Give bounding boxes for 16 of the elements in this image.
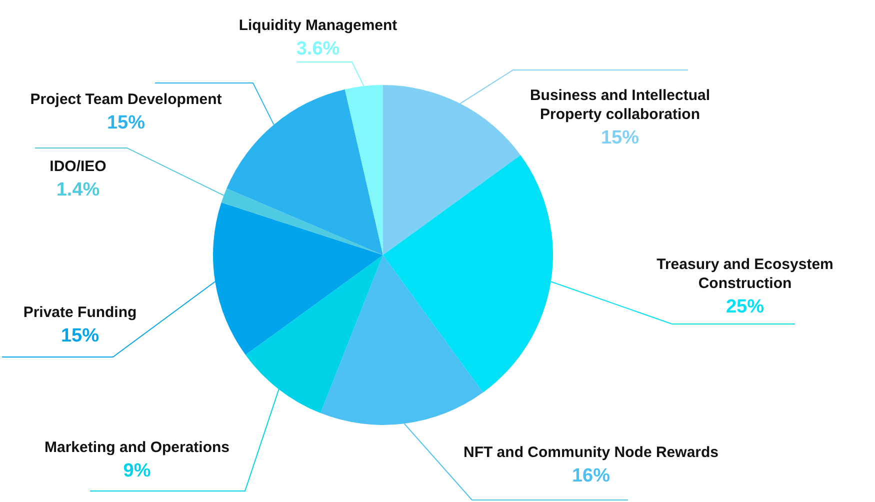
data-label: 16%: [572, 466, 610, 486]
slice-label: IDO/IEO: [50, 158, 107, 175]
data-label: 3.6%: [296, 38, 340, 60]
data-label: 9%: [123, 460, 151, 482]
data-label: 15%: [106, 112, 146, 134]
slice-label: Business and Intellectual Property collaboration: [530, 87, 710, 123]
slice-label: Liquidity Management: [238, 17, 398, 34]
data-label: 15%: [600, 128, 640, 148]
slice-label: Treasury and Ecosystem Construction: [656, 256, 834, 292]
data-label: 15%: [60, 326, 100, 346]
data-label: 25%: [726, 296, 764, 318]
slice-label: NFT and Community Node Rewards: [463, 444, 719, 461]
slice-label: Project Team Development: [30, 91, 222, 108]
data-label: 1.4%: [56, 180, 100, 200]
slice-label: Private Funding: [23, 304, 137, 321]
slice-label: Marketing and Operations: [44, 439, 230, 456]
